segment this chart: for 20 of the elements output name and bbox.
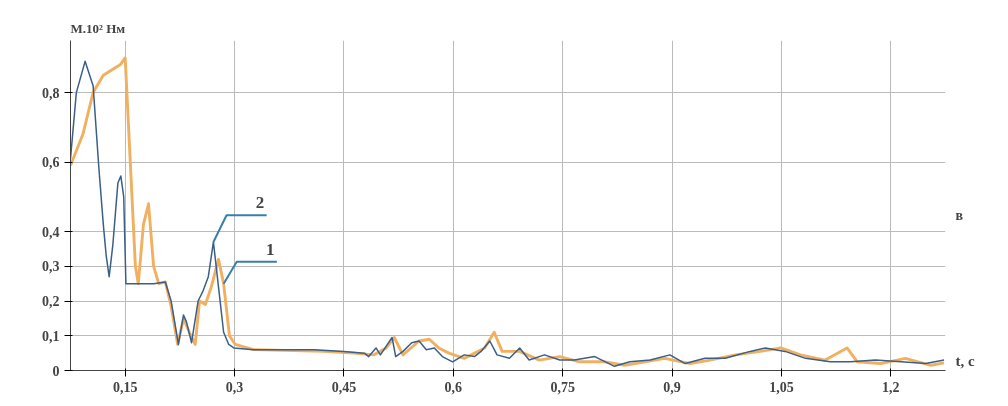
y-tick-label: 0,4 <box>42 224 60 240</box>
y-tick-label: 0,2 <box>42 294 60 310</box>
x-tick-label: 1,05 <box>769 379 794 395</box>
y-tick-label: 0,8 <box>42 85 60 101</box>
y-tick-label: 0,6 <box>42 155 60 171</box>
x-tick-label: 0,45 <box>331 379 357 395</box>
x-tick-label: 0,3 <box>225 379 244 395</box>
annotation: 2 <box>255 193 265 213</box>
x-tick-label: 0,9 <box>663 379 681 395</box>
y-tick-label: 0 <box>52 363 60 379</box>
x-axis-title: t, c <box>955 352 975 369</box>
y-tick-label: 0,3 <box>42 259 60 275</box>
x-tick-label: 0,15 <box>112 379 138 395</box>
annotation: 1 <box>265 239 275 259</box>
text: в <box>955 207 964 223</box>
x-tick-label: 1,2 <box>882 379 900 395</box>
y-tick-label: 0,1 <box>42 328 60 344</box>
x-tick-label: 0,75 <box>550 379 575 395</box>
x-tick-label: 0,6 <box>444 379 463 395</box>
y-axis-title: M.10² Нм <box>70 20 126 36</box>
